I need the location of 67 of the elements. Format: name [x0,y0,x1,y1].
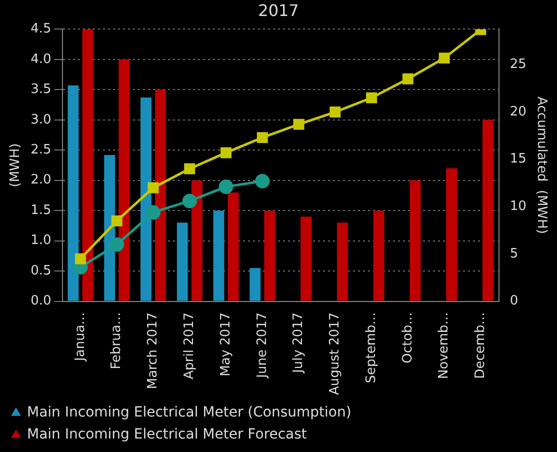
y-tick-label: 4.0 [30,52,52,67]
point [74,253,86,264]
point [220,147,232,158]
point [184,163,196,174]
point [111,215,122,226]
bar [82,29,94,301]
bar [300,216,312,301]
point [110,237,124,252]
bar [191,180,202,301]
y-axis-title: (MWH) [8,143,24,188]
y-tick-label: 2.0 [30,172,52,188]
bar [336,222,348,301]
x-tick-label: Februa... [109,312,124,370]
bar [410,180,421,301]
point [146,205,160,220]
point [366,92,378,104]
point [255,174,270,188]
x-tick-label: April 2017 [182,312,197,380]
x-tick-label: March 2017 [146,312,161,390]
bar [104,154,116,301]
bar [140,98,152,301]
y2-axis-title: Accumulated (MWH) [534,96,549,234]
bar [228,192,239,301]
y2-tick-label: 25 [510,57,526,72]
point [148,182,159,194]
y-tick-label: 0.0 [30,294,52,309]
bar [250,268,261,301]
y2-tick-label: 0 [510,294,518,309]
y2-tick-label: 10 [510,199,526,214]
y-tick-label: 1.0 [30,233,52,248]
x-tick-label: Decemb... [473,312,488,379]
bar [213,210,224,301]
y-tick-label: 4.5 [30,22,52,37]
bar [155,90,166,301]
bar [373,210,384,301]
y-tick-label: 3.0 [30,112,52,128]
x-tick-label: August 2017 [328,312,343,396]
x-tick-label: Janua... [72,312,88,362]
bar [264,210,276,301]
bar [68,85,79,301]
point [293,118,304,130]
x-tick-label: Octob... [400,312,416,364]
point [330,106,341,118]
bar [118,59,130,301]
x-tick-label: June 2017 [254,312,270,379]
legend-label: Main Incoming Electrical Meter Forecast [27,426,308,443]
point [256,132,268,144]
y-tick-label: 3.5 [30,82,52,98]
y-tick-label: 0.5 [30,263,52,278]
y-tick-label: 1.5 [30,202,52,218]
point [182,194,197,208]
x-tick-label: Novemb... [436,312,452,379]
bar [482,120,494,301]
point [218,180,234,194]
x-tick-label: May 2017 [218,312,234,376]
x-tick-label: Septemb... [364,312,379,384]
bar [176,222,188,301]
y2-tick-label: 5 [510,246,518,262]
bar [446,168,458,301]
y-tick-label: 2.5 [30,142,52,158]
legend-label: Main Incoming Electrical Meter (Consumption) [27,404,352,421]
point [438,52,450,64]
y2-tick-label: 15 [510,152,526,167]
y2-tick-label: 20 [510,104,526,120]
x-tick-label: July 2017 [291,312,306,374]
point [402,73,414,84]
chart-title: 2017 [258,0,299,20]
